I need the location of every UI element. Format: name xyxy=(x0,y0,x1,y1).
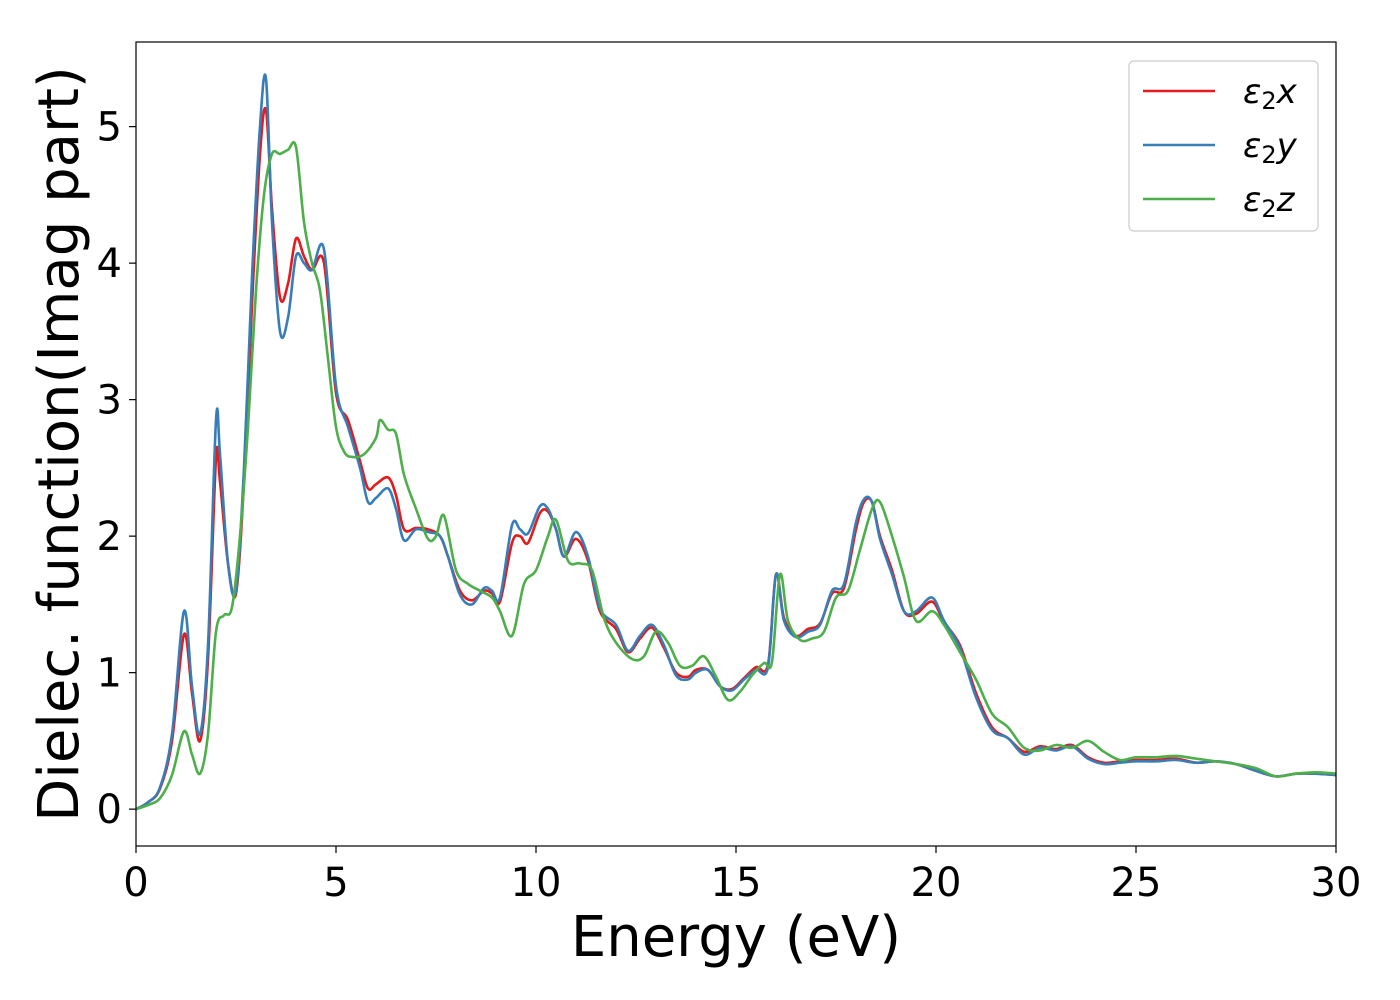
legend-item: ε2x xyxy=(1143,72,1298,115)
y-tick-label: 1 xyxy=(97,651,122,697)
legend-label: ε2x xyxy=(1243,72,1298,115)
legend: ε2x ε2y ε2z xyxy=(1128,60,1319,232)
y-tick-label: 2 xyxy=(97,514,122,560)
y-axis-label: Dielec. function(Imag part) xyxy=(27,66,92,822)
x-tick-label: 20 xyxy=(911,860,962,906)
y-axis-ticks: 0 1 2 3 4 5 xyxy=(97,105,136,833)
x-axis-label: Energy (eV) xyxy=(571,905,901,970)
legend-box xyxy=(1128,60,1319,232)
plot-lines xyxy=(136,73,1336,811)
legend-label: ε2y xyxy=(1243,126,1298,169)
legend-label: ε2z xyxy=(1243,180,1296,223)
x-tick-label: 0 xyxy=(123,860,148,906)
x-axis-ticks: 0 5 10 15 20 25 30 xyxy=(123,846,1361,906)
x-tick-label: 10 xyxy=(511,860,562,906)
series-line-2 xyxy=(136,73,1336,811)
y-tick-label: 3 xyxy=(97,378,122,424)
x-tick-label: 5 xyxy=(323,860,348,906)
y-tick-label: 0 xyxy=(97,787,122,833)
x-tick-label: 30 xyxy=(1311,860,1362,906)
y-tick-label: 4 xyxy=(97,241,122,287)
legend-item: ε2z xyxy=(1143,180,1296,223)
series-line-3 xyxy=(136,140,1336,811)
legend-item: ε2y xyxy=(1143,126,1298,169)
x-tick-label: 25 xyxy=(1111,860,1162,906)
y-tick-label: 5 xyxy=(97,105,122,151)
x-tick-label: 15 xyxy=(711,860,762,906)
